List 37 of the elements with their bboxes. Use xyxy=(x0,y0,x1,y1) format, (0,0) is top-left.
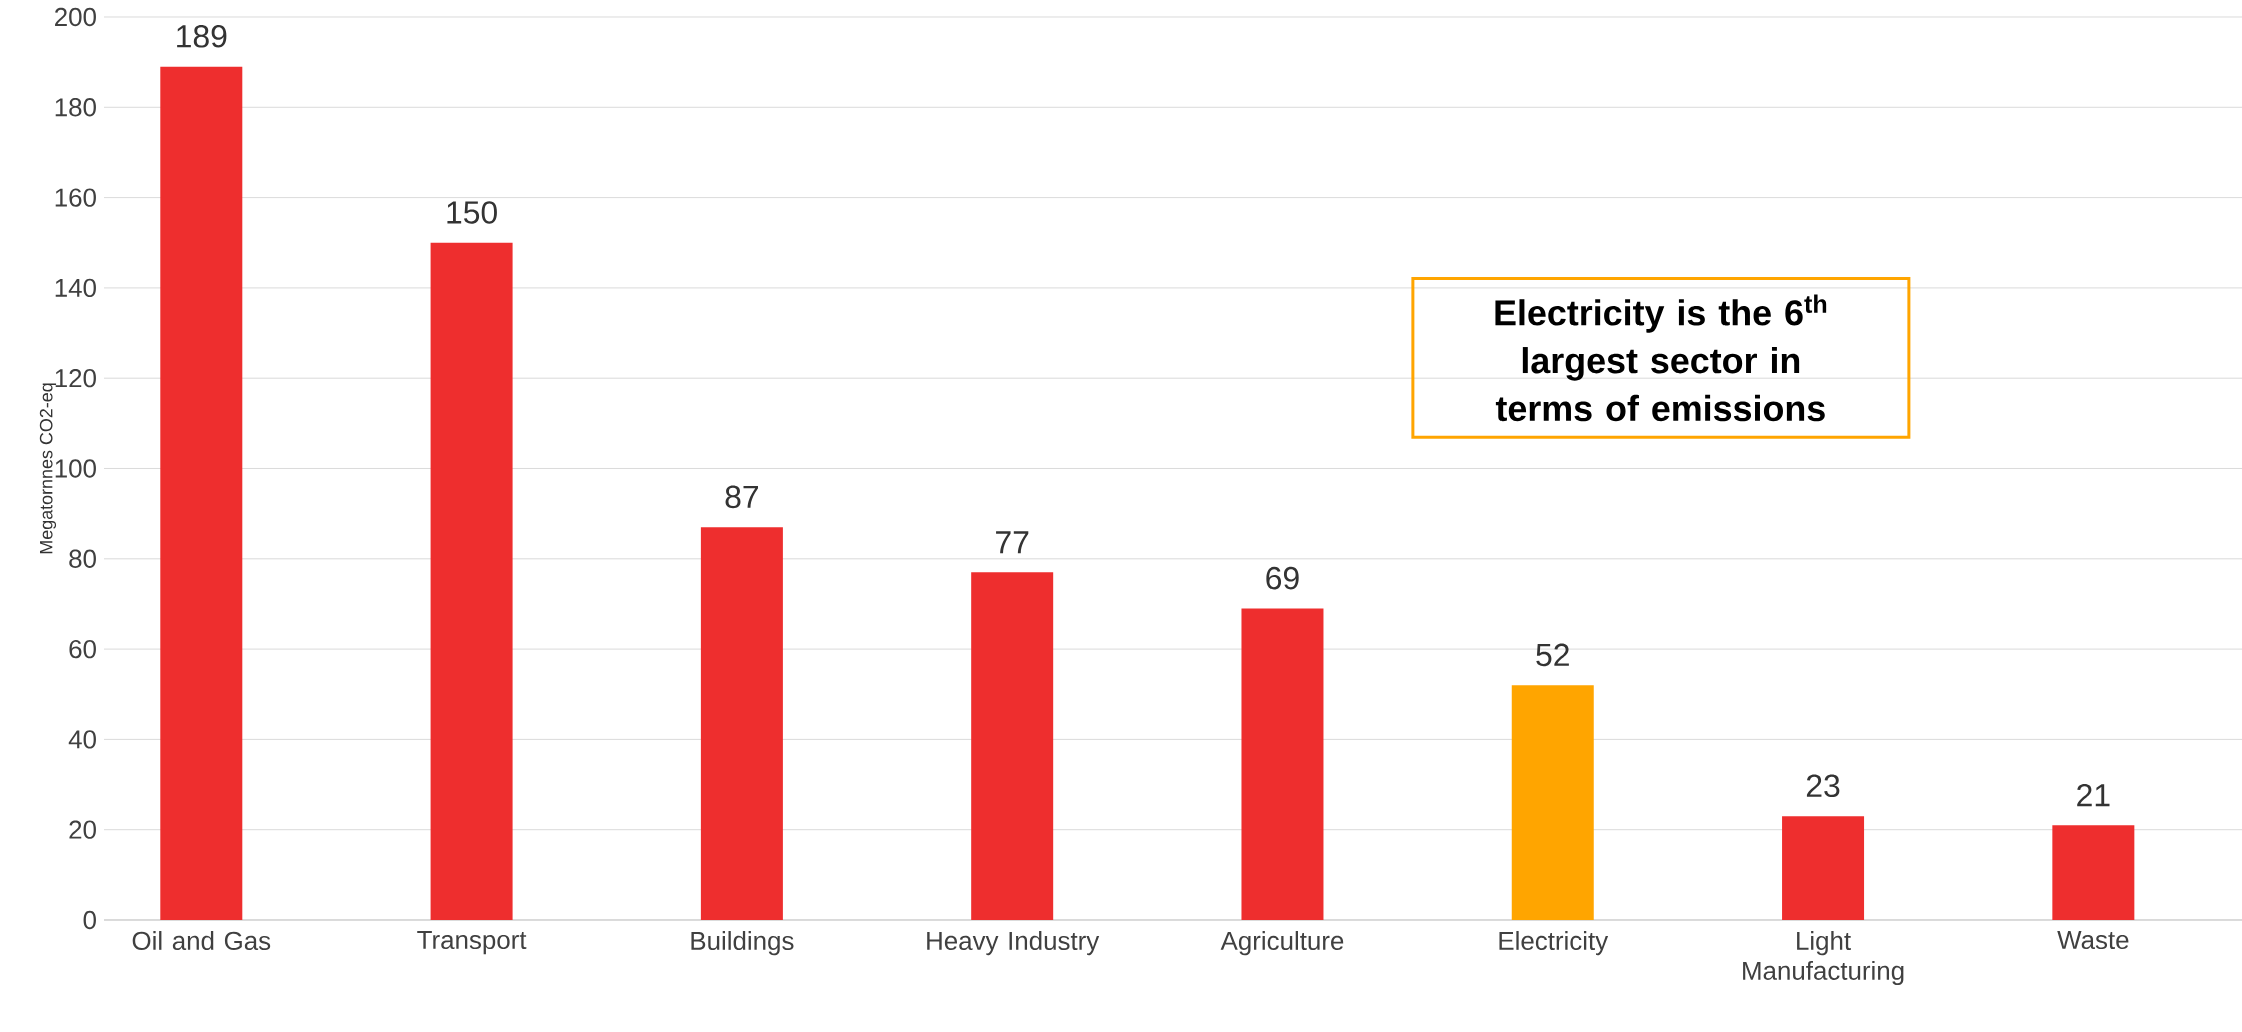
bar xyxy=(1511,685,1594,920)
x-tick-label: Transport xyxy=(417,931,527,955)
data-label: 87 xyxy=(725,485,759,509)
data-label: 23 xyxy=(1806,774,1840,798)
y-tick-label: 80 xyxy=(69,549,96,568)
data-label: 150 xyxy=(447,201,497,224)
y-tick-label: 120 xyxy=(55,369,96,388)
x-tick-label: Agriculture xyxy=(1220,931,1344,956)
x-tick-label: Buildings xyxy=(691,931,794,956)
y-tick-label: 160 xyxy=(55,188,96,207)
y-tick-label: 20 xyxy=(69,820,96,839)
x-tick-label: Light Manufacturing xyxy=(1743,931,1904,986)
text: Electricity is the 6$^{th}$ largest sector in terms of emissions xyxy=(1495,294,1827,422)
y-tick-label: 140 xyxy=(55,278,96,298)
data-label: 21 xyxy=(2077,783,2110,807)
y-tick-label: 200 xyxy=(55,7,96,27)
y-axis-title: Megatornnes CO2-eq xyxy=(39,383,57,554)
x-tick-label: Heavy Industry xyxy=(927,931,1100,956)
y-tick-label: 180 xyxy=(55,98,96,117)
data-label: 52 xyxy=(1536,643,1569,667)
bar xyxy=(2052,825,2135,920)
x-tick-label: Waste xyxy=(2057,931,2129,950)
y-tick-label: 60 xyxy=(69,639,96,659)
bar xyxy=(1241,608,1324,920)
x-tick-label: Oil and Gas xyxy=(132,931,271,951)
bar xyxy=(1782,816,1865,920)
data-label: 77 xyxy=(996,531,1029,554)
bar xyxy=(430,242,513,920)
bar xyxy=(160,66,243,920)
bar xyxy=(971,572,1054,920)
data-label: 189 xyxy=(177,25,227,48)
x-tick-label: Electricity xyxy=(1499,931,1609,956)
y-tick-label: 100 xyxy=(55,459,96,478)
y-tick-label: 40 xyxy=(68,730,96,749)
bar xyxy=(700,527,783,920)
data-label: 69 xyxy=(1266,566,1299,590)
y-tick-label: 0 xyxy=(83,910,96,930)
